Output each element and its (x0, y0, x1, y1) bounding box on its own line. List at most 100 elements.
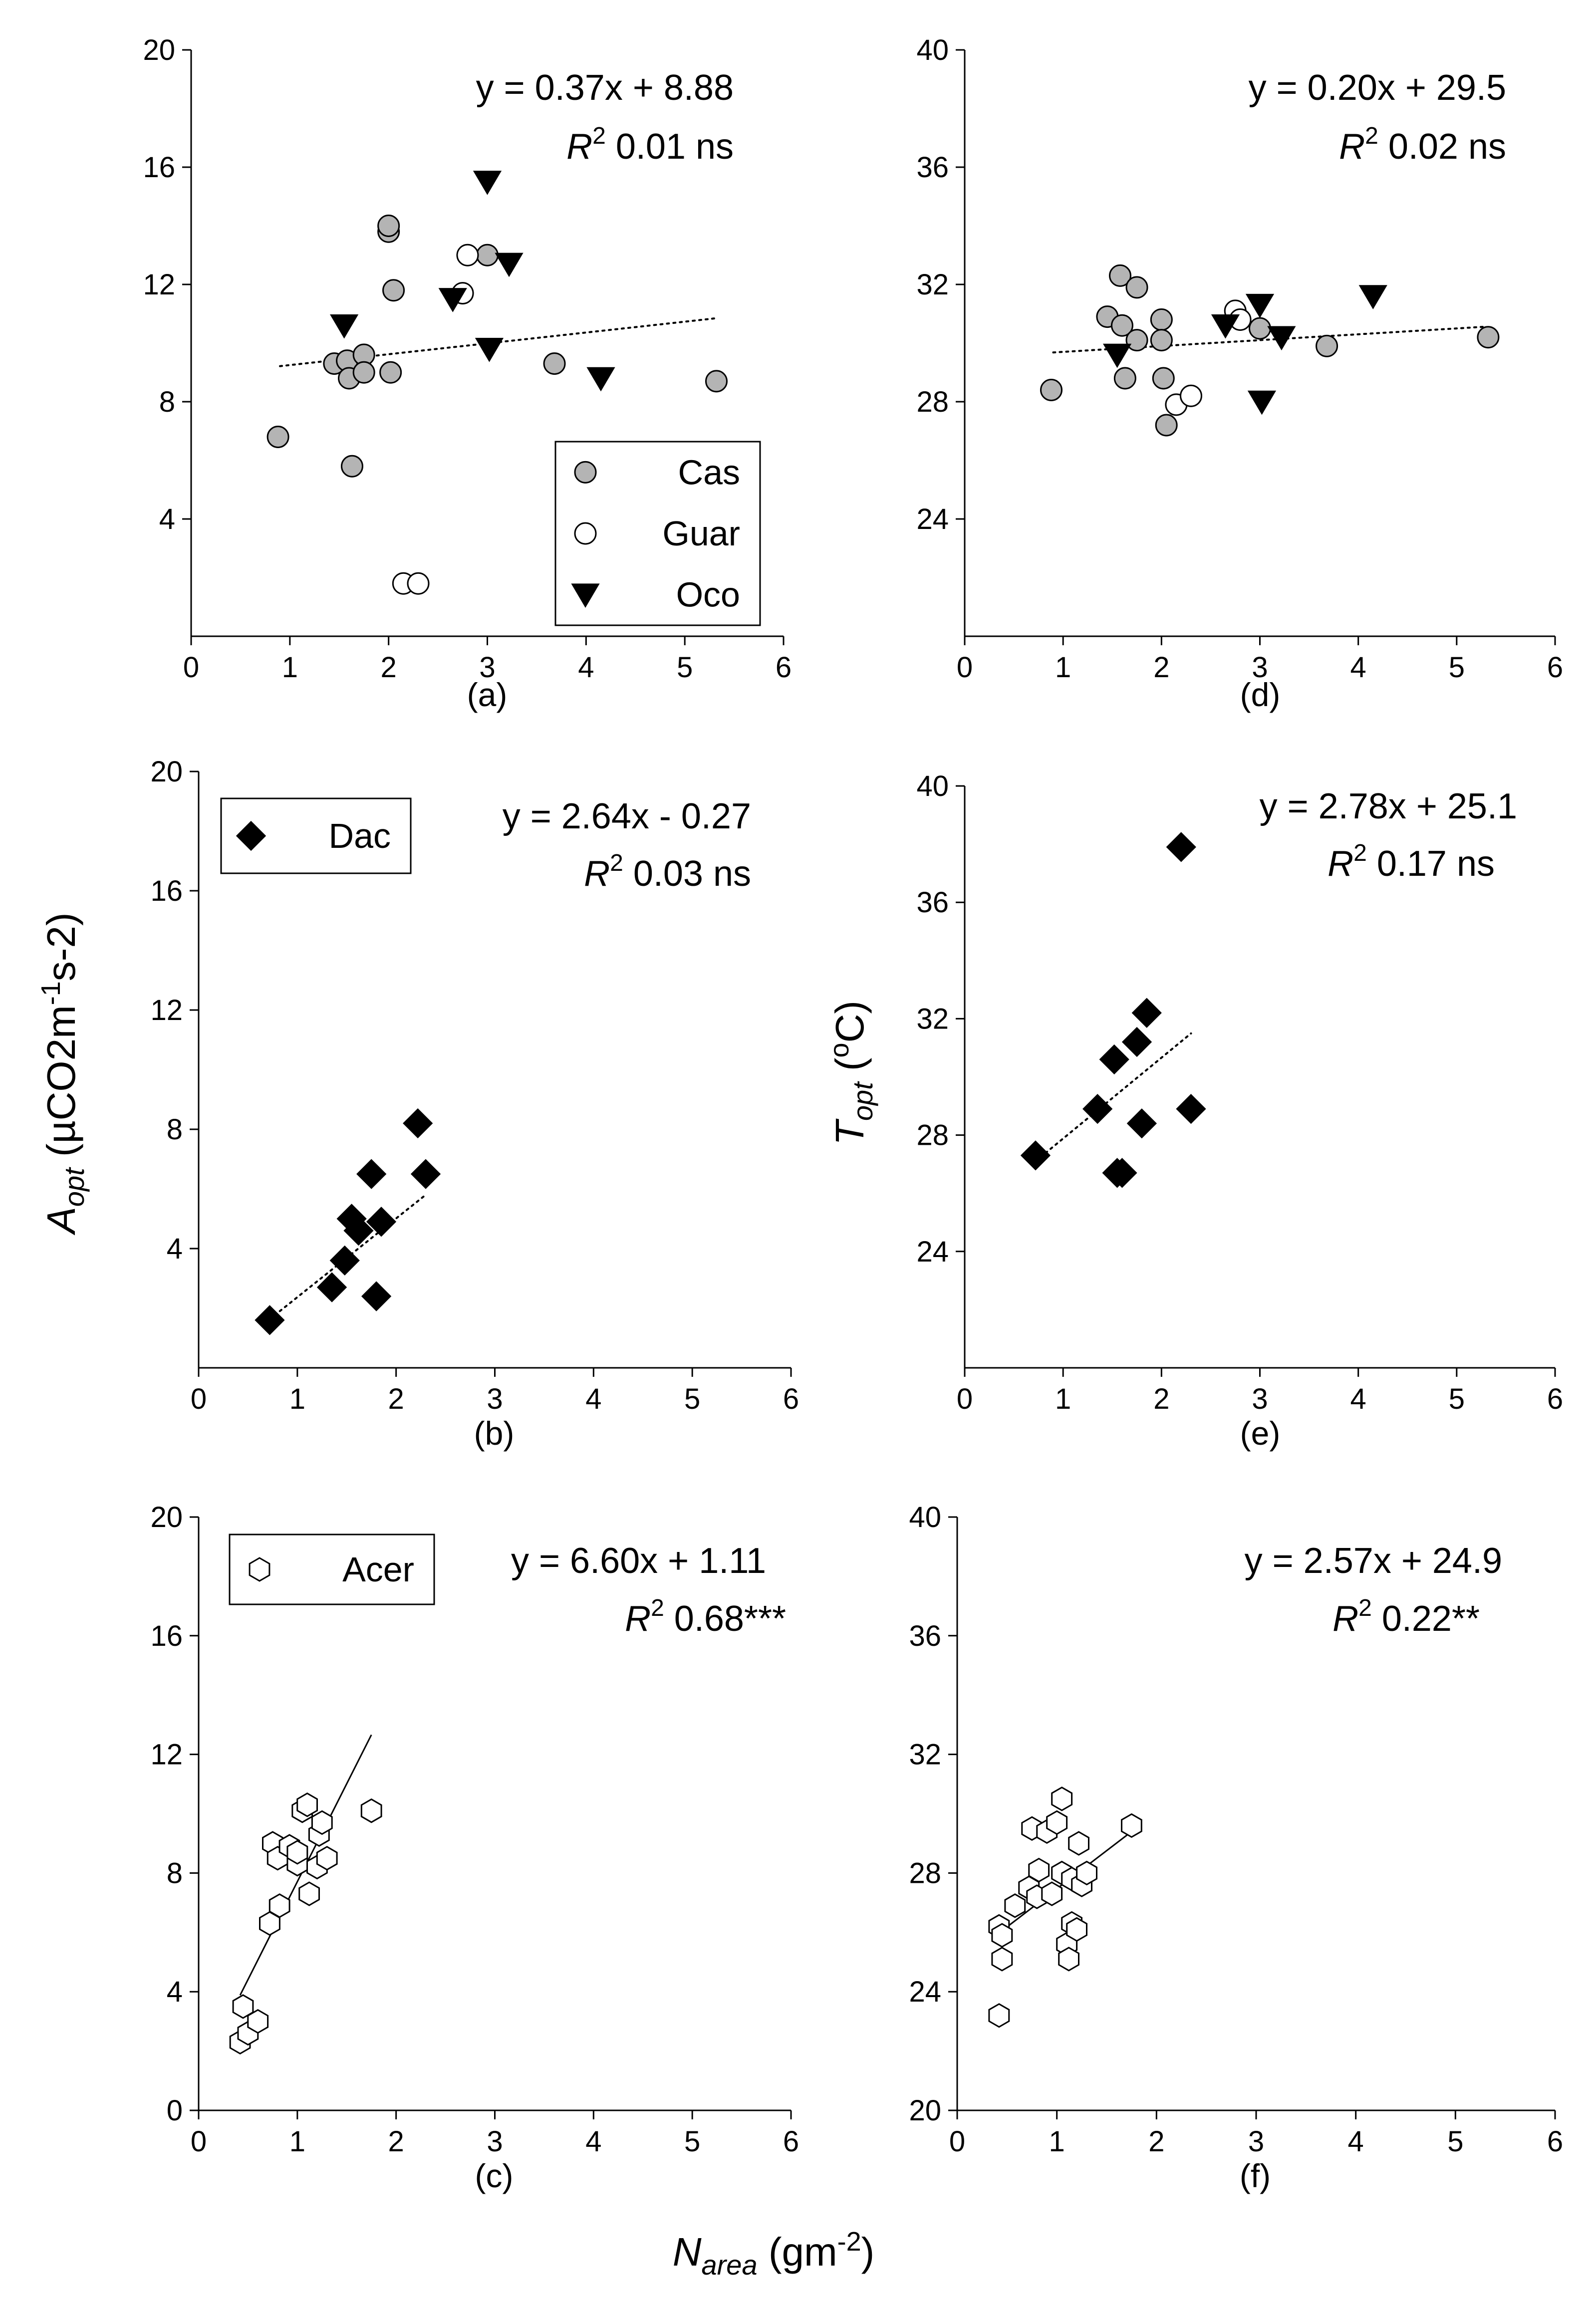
x-tick-label: 1 (289, 2125, 305, 2158)
y-tick-label: 32 (916, 268, 949, 301)
panel-label: (b) (474, 1415, 515, 1452)
x-tick-label: 3 (1252, 651, 1268, 684)
x-tick-label: 4 (1348, 2125, 1364, 2158)
data-point-dac (343, 1216, 374, 1246)
y-tick-label: 16 (143, 151, 175, 184)
x-tick-label: 0 (191, 1383, 207, 1415)
r-squared-label: R2 0.22** (1332, 1595, 1480, 1639)
panel-label: (d) (1240, 676, 1281, 713)
data-point-cas (1150, 308, 1173, 331)
x-tick-label: 4 (1350, 1383, 1366, 1415)
data-point-acer (316, 1845, 338, 1871)
data-point-oco (473, 171, 502, 195)
x-tick-label: 6 (776, 651, 792, 684)
data-point-cas (1155, 414, 1178, 437)
x-tick-label: 1 (1055, 1383, 1071, 1415)
data-point-guar (407, 572, 430, 595)
x-tick-label: 4 (585, 1383, 601, 1415)
y-tick-label: 0 (167, 2094, 183, 2127)
x-tick-label: 0 (191, 2125, 207, 2158)
data-point-oco (1102, 343, 1132, 368)
y-tick-label: 4 (167, 1233, 183, 1265)
r-squared-label: R2 0.01 ns (566, 123, 734, 167)
y-tick-label: 28 (909, 1857, 941, 1889)
data-point-dac (361, 1281, 392, 1311)
y-tick-label: 32 (909, 1739, 941, 1771)
data-point-cas (1316, 334, 1338, 357)
regression-equation: y = 0.37x + 8.88 (476, 68, 734, 108)
y-tick-label: 40 (916, 34, 949, 66)
data-point-dac (316, 1272, 347, 1302)
r-squared-label: R2 0.17 ns (1328, 840, 1495, 884)
y-tick-label: 20 (150, 1501, 183, 1534)
y-tick-label: 36 (916, 886, 949, 919)
y-tick-label: 16 (150, 1620, 183, 1652)
x-tick-label: 2 (388, 1383, 404, 1415)
x-tick-label: 6 (783, 1383, 799, 1415)
y-tick-label: 12 (150, 994, 183, 1026)
data-point-guar (456, 244, 479, 266)
x-tick-label: 1 (289, 1383, 305, 1415)
x-tick-label: 5 (1449, 651, 1465, 684)
data-point-cas (705, 370, 728, 393)
x-tick-label: 6 (783, 2125, 799, 2158)
x-tick-label: 6 (1547, 2125, 1563, 2158)
x-tick-label: 2 (1153, 651, 1169, 684)
x-tick-label: 0 (183, 651, 199, 684)
data-point-oco (475, 337, 504, 362)
y-tick-label: 40 (916, 770, 949, 802)
panel-f: 0 1 2 3 4 5 6 20 24 28 32 36 40 y = 2.57x + 24.9 R2 0.… (909, 1501, 1563, 2194)
data-point-oco (1247, 390, 1277, 415)
x-tick-label: 3 (487, 2125, 503, 2158)
x-axis-label-narea: Narea (gm-2) (673, 2227, 875, 2281)
data-point-oco (586, 367, 615, 392)
data-point-acer (232, 1994, 254, 2019)
data-point-acer (311, 1810, 333, 1835)
data-point-cas (266, 426, 289, 448)
legend-marker-guar (574, 522, 597, 545)
x-tick-label: 6 (1547, 1383, 1563, 1415)
data-point-dac (1166, 832, 1196, 862)
data-point-acer (1121, 1813, 1142, 1838)
x-tick-label: 5 (1447, 2125, 1463, 2158)
data-point-acer (1028, 1857, 1050, 1883)
data-point-dac (1107, 1158, 1137, 1188)
regression-equation: y = 6.60x + 1.11 (511, 1541, 766, 1581)
x-tick-label: 6 (1547, 651, 1563, 684)
data-point-acer (1066, 1917, 1087, 1942)
regression-equation: y = 2.57x + 24.9 (1245, 1541, 1502, 1581)
panel-e: 0 1 2 3 4 5 6 24 28 32 36 40 y = 2.78x + 25.1 R2 0.17… (916, 770, 1563, 1452)
x-tick-label: 3 (487, 1383, 503, 1415)
legend-marker-dac (236, 820, 266, 851)
regression-equation: y = 2.78x + 25.1 (1260, 786, 1517, 826)
data-point-acer (1068, 1831, 1089, 1856)
data-point-acer (991, 1923, 1013, 1948)
data-point-acer (991, 1947, 1013, 1972)
x-tick-label: 0 (957, 1383, 973, 1415)
data-point-cas (1477, 326, 1500, 349)
r-squared-label: R2 0.02 ns (1339, 123, 1506, 167)
data-point-oco (1358, 285, 1387, 309)
data-point-oco (438, 288, 467, 312)
legend-label-dac: Dac (329, 816, 391, 855)
x-tick-label: 5 (684, 2125, 700, 2158)
y-tick-label: 20 (143, 34, 175, 66)
data-point-dac (403, 1108, 433, 1139)
data-point-acer (360, 1798, 382, 1823)
data-point-cas (379, 361, 402, 384)
data-point-dac (1121, 1026, 1152, 1057)
x-tick-label: 5 (684, 1383, 700, 1415)
y-tick-label: 8 (167, 1113, 183, 1146)
x-tick-label: 3 (1252, 1383, 1268, 1415)
y-tick-label: 20 (150, 756, 183, 788)
r-squared-label: R2 0.68*** (625, 1595, 786, 1639)
data-point-acer (247, 2009, 269, 2034)
data-point-acer (1076, 1860, 1097, 1886)
y-tick-label: 8 (159, 386, 175, 418)
data-point-oco (330, 314, 359, 339)
y-tick-label: 20 (909, 2094, 941, 2127)
data-point-dac (1176, 1094, 1206, 1124)
